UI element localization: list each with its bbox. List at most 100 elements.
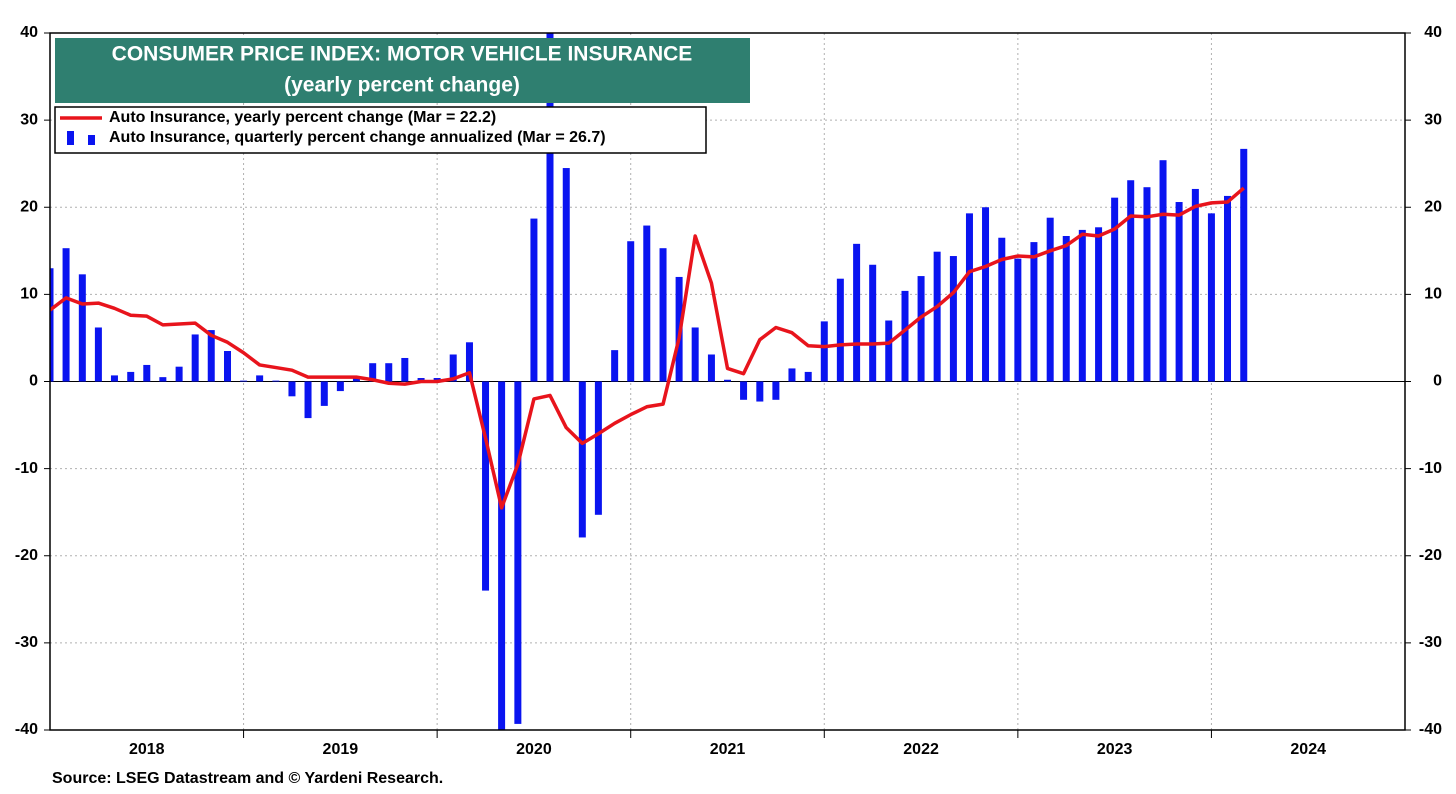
x-tick-label: 2020 (516, 741, 552, 758)
legend-swatch (67, 131, 74, 145)
chart-subtitle: (yearly percent change) (284, 74, 520, 97)
bar (949, 256, 957, 382)
bar (240, 380, 248, 382)
bar (288, 381, 296, 397)
bar (110, 375, 118, 382)
y-tick-label: -30 (15, 634, 38, 651)
bar (1207, 213, 1215, 382)
bar (530, 218, 538, 382)
y2-tick-label: 10 (1424, 286, 1442, 303)
y-tick-label: -20 (15, 547, 38, 564)
bar (546, 33, 554, 382)
bar (691, 327, 699, 382)
bar (611, 350, 619, 382)
bar (853, 243, 861, 382)
bar (965, 213, 973, 382)
bar (1223, 195, 1231, 382)
bar (127, 371, 135, 382)
bar (1062, 236, 1070, 382)
y2-tick-label: 30 (1424, 111, 1442, 128)
x-tick-label: 2021 (710, 741, 746, 758)
legend-label: Auto Insurance, quarterly percent change… (109, 129, 606, 146)
bar (191, 334, 199, 382)
x-tick-label: 2023 (1097, 741, 1133, 758)
bar (982, 207, 990, 382)
bar (1159, 160, 1167, 382)
bar (901, 290, 909, 382)
bar (1127, 180, 1135, 382)
bar (772, 381, 780, 400)
y-tick-label: 40 (20, 24, 38, 41)
bar (740, 381, 748, 400)
line (50, 186, 1245, 510)
bar (594, 381, 602, 515)
bar (1078, 229, 1086, 382)
bar (1030, 242, 1038, 382)
bar (1191, 188, 1199, 382)
bar (578, 381, 586, 538)
bar (320, 381, 328, 406)
title-background (55, 38, 750, 103)
source-note: Source: LSEG Datastream and © Yardeni Re… (52, 770, 443, 787)
bar (207, 330, 215, 382)
bar (804, 371, 812, 382)
y-tick-label: 10 (20, 286, 38, 303)
bar (175, 366, 183, 382)
y2-tick-label: 40 (1424, 24, 1442, 41)
bar (869, 264, 877, 382)
bar (1014, 258, 1022, 382)
x-tick-label: 2019 (323, 741, 359, 758)
bar (1143, 187, 1151, 382)
bar (756, 381, 764, 402)
bar (1175, 202, 1183, 382)
bar (336, 381, 344, 392)
title-box: CONSUMER PRICE INDEX: MOTOR VEHICLE INSU… (55, 38, 750, 103)
bar (465, 342, 473, 382)
bar (659, 248, 667, 382)
y-tick-label: 0 (29, 373, 38, 390)
legend-box (54, 106, 707, 154)
legend-swatch (88, 135, 95, 145)
y2-tick-label: 20 (1424, 198, 1442, 215)
bar (304, 381, 312, 419)
bar (836, 278, 844, 382)
bar (62, 248, 70, 382)
bar (562, 168, 570, 382)
bar (627, 241, 635, 382)
bar (1046, 217, 1054, 382)
bar (369, 363, 377, 382)
bar (917, 276, 925, 382)
y-tick-label: 30 (20, 111, 38, 128)
bar (143, 364, 151, 382)
y-tick-label: -40 (15, 721, 38, 738)
legend: Auto Insurance, yearly percent change (M… (54, 106, 707, 154)
bar (998, 237, 1006, 382)
y2-tick-label: -30 (1419, 634, 1442, 651)
y2-tick-label: 0 (1433, 373, 1442, 390)
chart-title: CONSUMER PRICE INDEX: MOTOR VEHICLE INSU… (112, 43, 693, 66)
bar (256, 375, 264, 382)
bar (707, 354, 715, 382)
x-tick-label: 2022 (903, 741, 939, 758)
y2-tick-label: -40 (1419, 721, 1442, 738)
bar (449, 354, 457, 382)
legend-label: Auto Insurance, yearly percent change (M… (109, 109, 496, 126)
bar (224, 351, 232, 382)
bar (352, 377, 360, 382)
bar (94, 327, 102, 382)
y2-tick-label: -10 (1419, 460, 1442, 477)
bar (482, 381, 490, 591)
bar (401, 357, 409, 382)
plot-marks (50, 33, 1405, 730)
bar (78, 274, 86, 382)
bar (1111, 197, 1119, 382)
x-tick-label: 2018 (129, 741, 165, 758)
bar (933, 251, 941, 382)
x-tick-label: 2024 (1290, 741, 1326, 758)
bar (385, 363, 393, 382)
y-tick-label: 20 (20, 198, 38, 215)
y2-tick-label: -20 (1419, 547, 1442, 564)
bar (724, 379, 731, 382)
bar (788, 368, 796, 382)
